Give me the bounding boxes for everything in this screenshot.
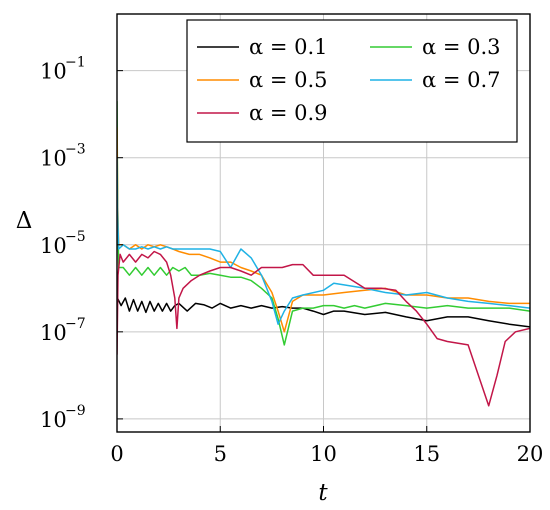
y-tick-exponent: −1 (65, 55, 86, 71)
series-line-1 (117, 297, 530, 328)
y-tick-label: 10−7 (40, 316, 86, 345)
x-axis-title: t (318, 480, 328, 506)
y-tick-label: 10−9 (40, 403, 86, 432)
series-line-5 (117, 250, 530, 407)
series-line-4 (117, 157, 530, 325)
x-tick-label: 15 (413, 442, 440, 466)
y-tick-label: 10−3 (40, 142, 86, 171)
x-tick-label: 20 (517, 442, 544, 466)
legend-entry: α = 0.1 (197, 35, 328, 59)
legend-entry: α = 0.3 (370, 35, 501, 59)
y-tick-base: 10 (40, 147, 67, 171)
legend-label: α = 0.7 (422, 68, 501, 92)
y-tick-label: 10−5 (40, 229, 86, 258)
series-lines (117, 101, 530, 407)
y-axis-title: Δ (16, 208, 33, 234)
legend-label: α = 0.9 (249, 101, 328, 125)
legend-label: α = 0.1 (249, 35, 328, 59)
series-line-2 (117, 101, 530, 346)
legend-label: α = 0.3 (422, 35, 501, 59)
y-tick-base: 10 (40, 234, 67, 258)
legend: α = 0.1 α = 0.3 α = 0.5 α = 0.7 α = 0.9 (186, 19, 518, 143)
y-tick-base: 10 (40, 408, 67, 432)
y-tick-base: 10 (40, 321, 67, 345)
y-tick-exponent: −3 (65, 142, 86, 158)
y-tick-exponent: −7 (65, 316, 86, 332)
legend-label: α = 0.5 (249, 68, 328, 92)
legend-entry: α = 0.7 (370, 68, 501, 92)
x-tick-label: 5 (214, 442, 227, 466)
y-tick-exponent: −5 (65, 229, 86, 245)
y-tick-exponent: −9 (65, 403, 86, 419)
legend-box (186, 19, 518, 143)
y-tick-base: 10 (40, 60, 67, 84)
legend-entry: α = 0.9 (197, 101, 328, 125)
legend-entry: α = 0.5 (197, 68, 328, 92)
x-tick-label: 10 (310, 442, 337, 466)
y-tick-label: 10−1 (40, 55, 86, 84)
x-tick-label: 0 (110, 442, 123, 466)
